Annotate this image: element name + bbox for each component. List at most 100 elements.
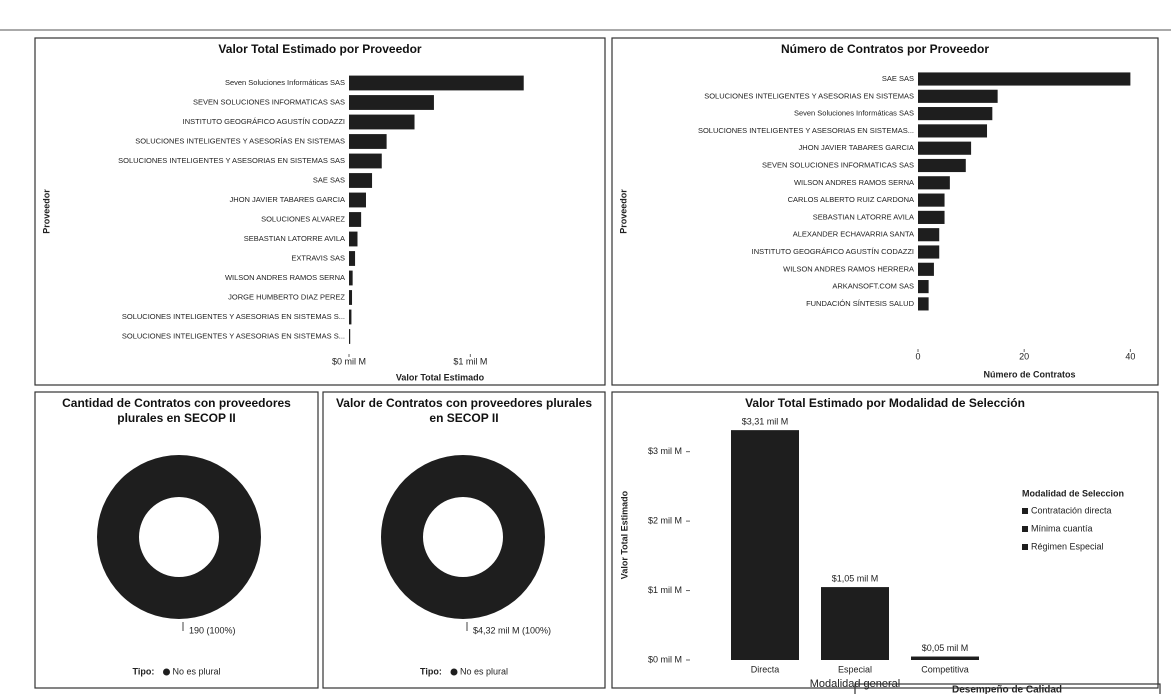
- legend-title: Tipo:: [133, 666, 155, 676]
- bar: [918, 107, 993, 121]
- bar: [349, 270, 353, 286]
- title-box: Valor Total Estimado por Proveedor: [218, 42, 422, 56]
- y-tick-label: $3 mil M: [648, 446, 682, 456]
- category-label: EXTRAVIS SAS: [291, 253, 345, 262]
- y-axis-label: Valor Total Estimado: [619, 490, 629, 579]
- bar: [349, 251, 356, 266]
- title-box: Número de Contratos por Proveedor: [780, 42, 990, 56]
- bar: [918, 245, 940, 259]
- category-label: SEBASTIAN LATORRE AVILA: [813, 212, 914, 221]
- bar: [918, 297, 929, 311]
- bar: [918, 89, 998, 103]
- legend-swatch: [1022, 544, 1028, 550]
- title-box: Valor de Contratos con proveedores plura…: [335, 396, 593, 425]
- bar: [349, 192, 366, 208]
- title-box: Cantidad de Contratos con proveedores pl…: [62, 396, 291, 425]
- bar: [918, 228, 940, 242]
- category-label: SEBASTIAN LATORRE AVILA: [244, 234, 345, 243]
- data-label: $0,05 mil M: [922, 643, 969, 653]
- x-tick-label: $0 mil M: [332, 356, 366, 366]
- bar: [349, 212, 362, 227]
- donut-slice: [381, 455, 545, 619]
- legend-label: No es plural: [460, 666, 508, 676]
- chart-title: Cantidad de Contratos con proveedores pl…: [62, 396, 291, 425]
- bar: [349, 309, 352, 325]
- bar: [918, 124, 988, 138]
- bar: [918, 72, 1131, 86]
- category-label: SEVEN SOLUCIONES INFORMATICAS SAS: [762, 160, 914, 169]
- chart-title: Valor Total Estimado por Modalidad de Se…: [745, 396, 1025, 410]
- bar: [349, 95, 434, 110]
- bar: [918, 262, 934, 276]
- bar: [918, 158, 966, 173]
- bar: [349, 173, 373, 188]
- footer-panel-title: Desempeño de Calidad: [952, 685, 1062, 694]
- chart-title: Número de Contratos por Proveedor: [780, 42, 990, 56]
- panel: [34, 37, 606, 386]
- x-tick-label: Directa: [751, 664, 780, 674]
- panel: [611, 391, 1159, 689]
- legend-label: Régimen Especial: [1031, 541, 1104, 551]
- panel: [611, 37, 1159, 386]
- x-axis-label: Valor Total Estimado: [396, 372, 485, 382]
- bar: [349, 75, 524, 91]
- category-label: INSTITUTO GEOGRÁFICO AGUSTÍN CODAZZI: [183, 117, 345, 126]
- category-label: SEVEN SOLUCIONES INFORMATICAS SAS: [193, 97, 345, 106]
- category-label: Seven Soluciones Informáticas SAS: [794, 109, 914, 118]
- x-tick-label: 0: [915, 351, 920, 361]
- data-label: $1,05 mil M: [832, 573, 879, 583]
- category-label: JHON JAVIER TABARES GARCIA: [799, 143, 914, 152]
- legend-swatch: [450, 668, 458, 676]
- y-tick-label: $0 mil M: [648, 654, 682, 664]
- category-label: SAE SAS: [882, 74, 914, 83]
- bar: [349, 290, 353, 305]
- category-label: SOLUCIONES INTELIGENTES Y ASESORIAS EN S…: [122, 312, 345, 321]
- category-label: ARKANSOFT.COM SAS: [832, 282, 914, 291]
- bar: [731, 430, 799, 660]
- bar: [918, 210, 945, 224]
- category-label: SOLUCIONES INTELIGENTES Y ASESORIAS EN S…: [118, 156, 345, 165]
- category-label: ALEXANDER ECHAVARRIA SANTA: [793, 230, 914, 239]
- x-axis-label: Modalidad general: [810, 678, 901, 690]
- panel: [34, 391, 319, 689]
- y-axis-label: Proveedor: [618, 189, 628, 234]
- bar: [918, 280, 929, 294]
- category-label: WILSON ANDRES RAMOS SERNA: [794, 178, 914, 187]
- legend-title: Modalidad de Seleccion: [1022, 488, 1124, 498]
- category-label: JHON JAVIER TABARES GARCIA: [230, 195, 345, 204]
- category-label: JORGE HUMBERTO DIAZ PEREZ: [228, 292, 345, 301]
- bar: [349, 153, 382, 169]
- bar: [821, 587, 889, 660]
- x-tick-label: Especial: [838, 664, 872, 674]
- category-label: WILSON ANDRES RAMOS HERRERA: [783, 264, 914, 273]
- bar: [918, 193, 945, 207]
- data-label: $3,31 mil M: [742, 417, 789, 427]
- category-label: INSTITUTO GEOGRÁFICO AGUSTÍN CODAZZI: [752, 247, 914, 256]
- x-axis-label: Número de Contratos: [983, 369, 1075, 379]
- y-tick-label: $2 mil M: [648, 515, 682, 525]
- y-tick-label: $1 mil M: [648, 585, 682, 595]
- category-label: CARLOS ALBERTO RUIZ CARDONA: [788, 195, 914, 204]
- bar: [911, 656, 979, 660]
- footer-panel: [854, 683, 1161, 694]
- bar: [918, 176, 950, 190]
- category-label: Seven Soluciones Informáticas SAS: [225, 78, 345, 87]
- chart-title: Valor Total Estimado por Proveedor: [218, 42, 422, 56]
- x-tick-label: 20: [1019, 351, 1029, 361]
- bar: [918, 141, 972, 155]
- chart-title: Valor de Contratos con proveedores plura…: [335, 396, 593, 425]
- category-label: FUNDACIÓN SÍNTESIS SALUD: [806, 299, 915, 308]
- category-label: SOLUCIONES ALVAREZ: [261, 214, 345, 223]
- category-label: SOLUCIONES INTELIGENTES Y ASESORÍAS EN S…: [135, 136, 345, 145]
- legend-title: Tipo:: [420, 666, 442, 676]
- category-label: SOLUCIONES INTELIGENTES Y ASESORIAS EN S…: [122, 331, 345, 340]
- legend-swatch: [163, 668, 170, 676]
- bar: [349, 329, 351, 344]
- bar: [349, 231, 358, 247]
- bar: [349, 114, 415, 130]
- title-box: Valor Total Estimado por Modalidad de Se…: [745, 396, 1025, 410]
- data-label: $4,32 mil M (100%): [473, 625, 551, 635]
- legend-label: No es plural: [173, 666, 221, 676]
- legend-swatch: [1022, 526, 1028, 532]
